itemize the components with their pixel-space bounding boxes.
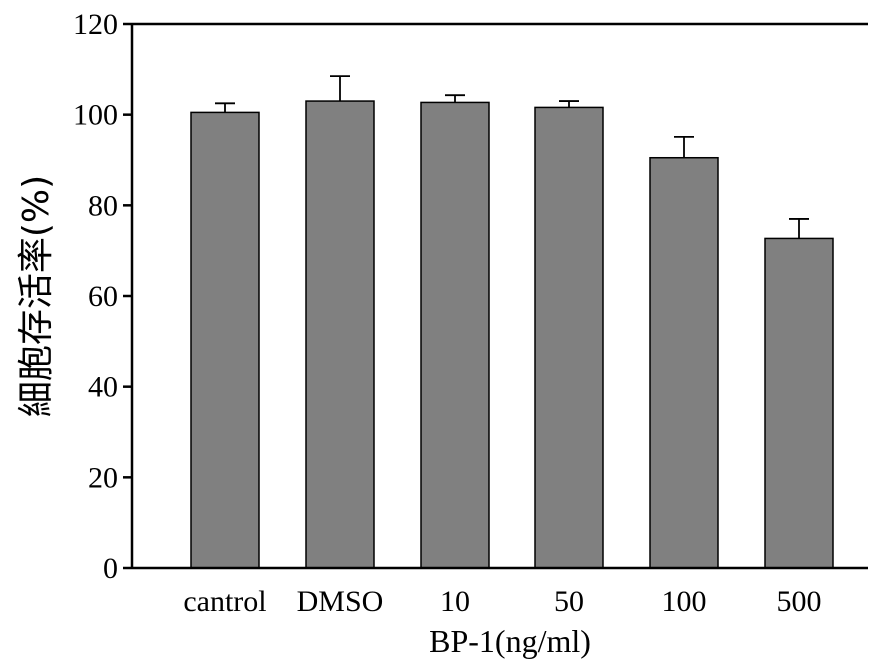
ticks-layer: cantrol DMSO 10 50 100 500 0 20 40 60 80 100 120 [73, 8, 822, 618]
x-tick-label-5: 500 [777, 585, 822, 618]
x-tick-label-4: 100 [662, 585, 707, 618]
bar-5 [764, 237, 834, 569]
bar-3 [534, 106, 604, 569]
y-tick-label-6: 120 [73, 8, 118, 41]
x-tick-label-1: DMSO [297, 585, 384, 618]
bars-layer [190, 100, 834, 569]
x-tick-label-2: 10 [440, 585, 470, 618]
y-axis-title: 細胞存活率(%) [16, 175, 57, 417]
y-tick-label-4: 80 [88, 189, 118, 222]
bar-4 [649, 156, 719, 569]
bar-0 [190, 111, 260, 569]
x-axis-title: BP-1(ng/ml) [429, 623, 591, 659]
y-tick-label-1: 20 [88, 461, 118, 494]
x-tick-label-3: 50 [554, 585, 584, 618]
y-tick-label-2: 40 [88, 371, 118, 404]
y-tick-label-3: 60 [88, 280, 118, 313]
bar-1 [305, 100, 375, 569]
error-bars-layer [215, 75, 809, 239]
y-tick-label-0: 0 [103, 552, 118, 585]
y-tick-label-5: 100 [73, 99, 118, 132]
x-tick-label-0: cantrol [183, 585, 266, 618]
bar-2 [420, 101, 490, 569]
